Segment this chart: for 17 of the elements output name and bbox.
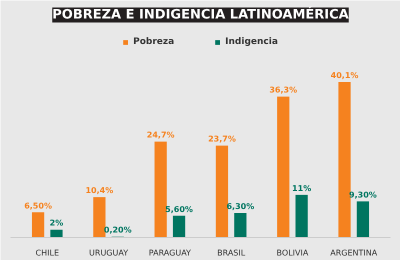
- data-label: 6,50%: [24, 201, 52, 210]
- x-tick-label: PARAGUAY: [148, 248, 192, 258]
- data-label: 11%: [292, 184, 312, 193]
- x-tick-label: ARGENTINA: [330, 248, 378, 258]
- x-tick-label: CHILE: [36, 248, 60, 258]
- data-label: 23,7%: [208, 134, 236, 144]
- data-label: 2%: [50, 218, 64, 228]
- data-label: 24,7%: [146, 130, 175, 140]
- data-label: 40,1%: [330, 70, 358, 80]
- legend-label: Indigencia: [225, 37, 278, 47]
- x-tick-label: BOLIVIA: [276, 248, 309, 258]
- data-label: 36,3%: [269, 86, 298, 95]
- data-label: 10,4%: [85, 186, 114, 196]
- chart-title: POBREZA E INDIGENCIA LATINOAMÉRICA: [52, 6, 349, 22]
- x-tick-label: URUGUAY: [89, 248, 128, 258]
- legend-label: Pobreza: [133, 37, 174, 47]
- x-tick-label: BRASIL: [217, 248, 246, 258]
